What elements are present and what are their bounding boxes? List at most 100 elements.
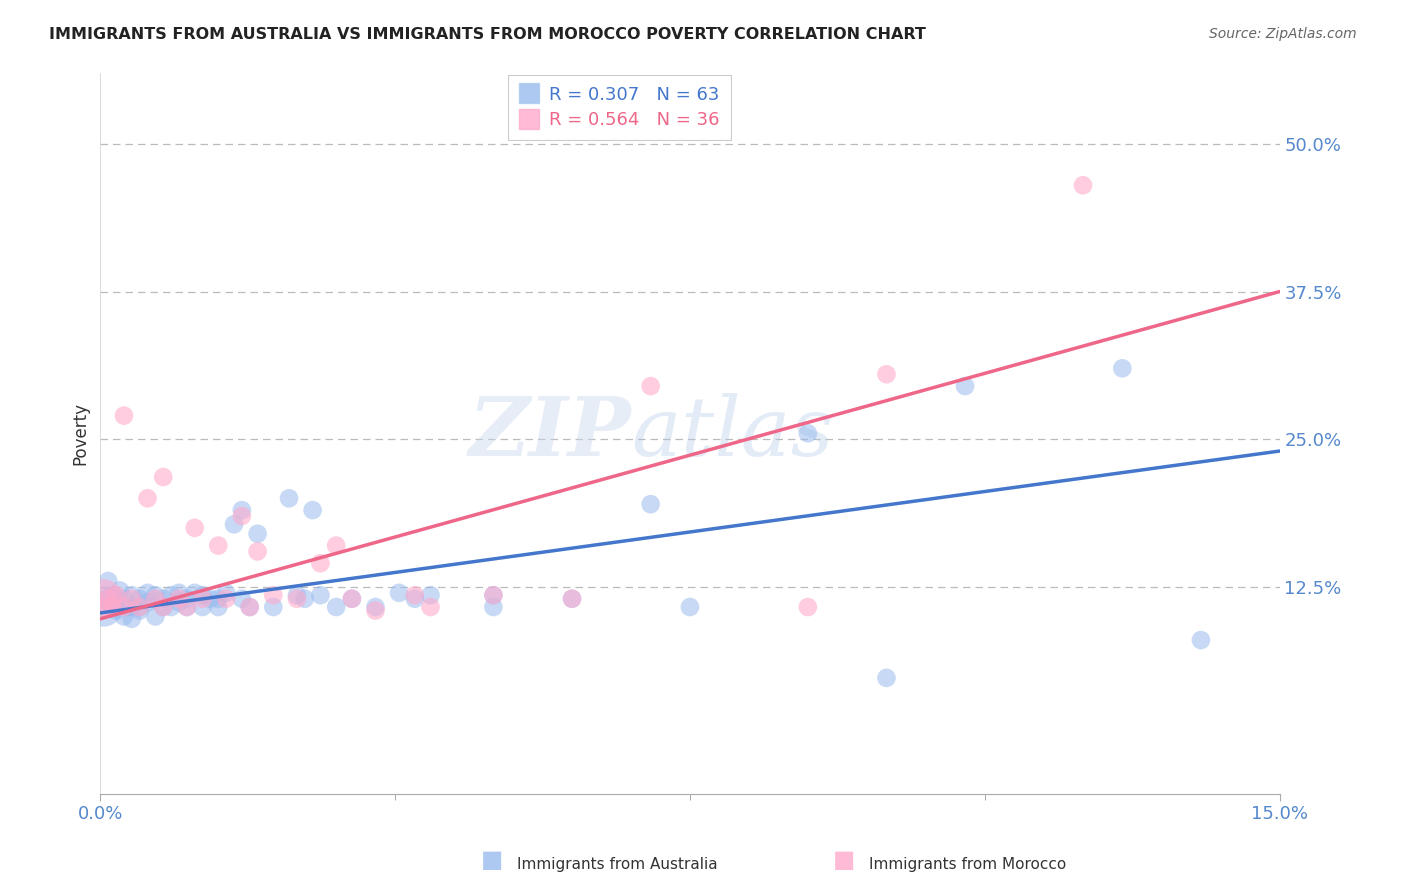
Point	[1111, 361, 1133, 376]
Point	[207, 591, 229, 606]
Point	[231, 591, 253, 606]
Point	[246, 526, 269, 541]
Point	[136, 491, 159, 506]
Point	[239, 599, 262, 614]
Point	[191, 599, 214, 614]
Point	[176, 599, 198, 614]
Point	[231, 509, 253, 524]
Point	[482, 588, 505, 602]
Text: atlas: atlas	[631, 393, 834, 474]
Text: Immigrants from Australia: Immigrants from Australia	[517, 857, 718, 872]
Text: ZIP: ZIP	[468, 393, 631, 474]
Point	[112, 609, 135, 624]
Point	[128, 603, 150, 617]
Text: ■: ■	[481, 848, 503, 872]
Point	[91, 591, 114, 606]
Point	[876, 368, 898, 382]
Legend: R = 0.307   N = 63, R = 0.564   N = 36: R = 0.307 N = 63, R = 0.564 N = 36	[508, 75, 731, 140]
Point	[953, 379, 976, 393]
Point	[561, 591, 583, 606]
Point	[207, 539, 229, 553]
Text: Immigrants from Morocco: Immigrants from Morocco	[869, 857, 1066, 872]
Point	[231, 503, 253, 517]
Point	[404, 588, 426, 602]
Point	[96, 591, 118, 606]
Text: Source: ZipAtlas.com: Source: ZipAtlas.com	[1209, 27, 1357, 41]
Point	[121, 591, 143, 606]
Point	[482, 588, 505, 602]
Point	[340, 591, 363, 606]
Point	[121, 612, 143, 626]
Point	[404, 591, 426, 606]
Point	[112, 591, 135, 606]
Point	[239, 599, 262, 614]
Point	[93, 599, 115, 614]
Point	[419, 588, 441, 602]
Point	[98, 595, 121, 609]
Point	[121, 588, 143, 602]
Text: IMMIGRANTS FROM AUSTRALIA VS IMMIGRANTS FROM MOROCCO POVERTY CORRELATION CHART: IMMIGRANTS FROM AUSTRALIA VS IMMIGRANTS …	[49, 27, 927, 42]
Point	[101, 588, 124, 602]
Point	[797, 426, 820, 441]
Point	[388, 586, 411, 600]
Point	[136, 586, 159, 600]
Point	[1189, 633, 1212, 648]
Point	[200, 591, 222, 606]
Point	[128, 591, 150, 606]
Y-axis label: Poverty: Poverty	[72, 401, 89, 465]
Point	[152, 599, 174, 614]
Point	[112, 409, 135, 423]
Point	[145, 609, 167, 624]
Point	[112, 599, 135, 614]
Point	[215, 586, 238, 600]
Point	[97, 574, 120, 588]
Point	[105, 591, 128, 606]
Point	[191, 591, 214, 606]
Point	[176, 599, 198, 614]
Point	[797, 599, 820, 614]
Point	[97, 591, 120, 606]
Point	[294, 591, 316, 606]
Point	[215, 591, 238, 606]
Point	[640, 497, 662, 511]
Point	[128, 599, 150, 614]
Point	[222, 517, 245, 532]
Point	[152, 470, 174, 484]
Point	[364, 603, 387, 617]
Point	[121, 599, 143, 614]
Point	[191, 588, 214, 602]
Point	[309, 556, 332, 570]
Point	[285, 588, 308, 602]
Point	[419, 599, 441, 614]
Point	[167, 586, 190, 600]
Point	[340, 591, 363, 606]
Point	[285, 591, 308, 606]
Point	[207, 599, 229, 614]
Point	[278, 491, 301, 506]
Point	[160, 599, 183, 614]
Point	[876, 671, 898, 685]
Point	[108, 583, 131, 598]
Point	[176, 591, 198, 606]
Point	[152, 591, 174, 606]
Point	[640, 379, 662, 393]
Point	[105, 588, 128, 602]
Point	[309, 588, 332, 602]
Point	[183, 521, 205, 535]
Point	[128, 599, 150, 614]
Point	[101, 599, 124, 614]
Point	[160, 588, 183, 602]
Point	[325, 539, 347, 553]
Point	[561, 591, 583, 606]
Point	[145, 591, 167, 606]
Point	[246, 544, 269, 558]
Point	[679, 599, 702, 614]
Point	[105, 603, 128, 617]
Point	[167, 591, 190, 606]
Point	[325, 599, 347, 614]
Point	[117, 599, 139, 614]
Point	[262, 588, 284, 602]
Point	[145, 588, 167, 602]
Text: ■: ■	[832, 848, 855, 872]
Point	[1071, 178, 1094, 193]
